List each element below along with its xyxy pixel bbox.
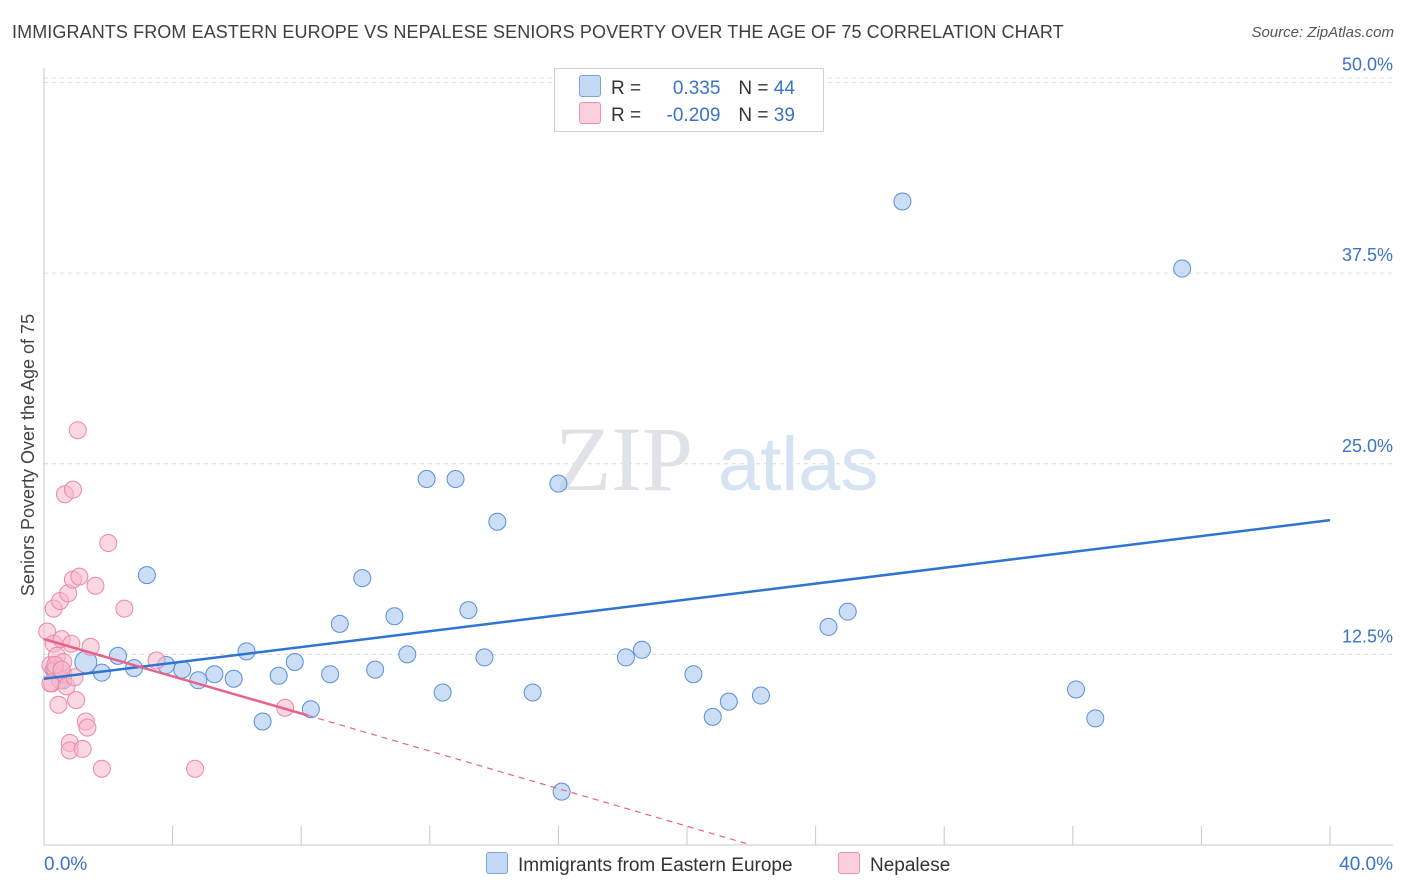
point-eastern-europe-25 (446, 470, 465, 488)
axes (43, 68, 1393, 846)
point-eastern-europe-10 (205, 665, 224, 684)
point-eastern-europe-16 (301, 700, 320, 719)
chart-title: IMMIGRANTS FROM EASTERN EUROPE VS NEPALE… (12, 22, 1064, 42)
legend-row-eastern-europe: R = 0.335 N = 44 (579, 75, 795, 99)
point-eastern-europe-17 (321, 665, 340, 684)
point-eastern-europe-36 (719, 692, 738, 711)
legend-r-value-1: 0.335 (672, 78, 721, 99)
point-eastern-europe-19 (353, 569, 372, 588)
point-eastern-europe-12 (237, 642, 256, 661)
legend-swatch-pink (579, 102, 601, 124)
point-eastern-europe-34 (684, 665, 703, 684)
point-eastern-europe-6 (137, 566, 156, 585)
point-eastern-europe-40 (893, 192, 912, 211)
point-eastern-europe-41 (1067, 680, 1086, 699)
trend-line-eastern-europe (43, 518, 1331, 681)
y-tick-label-3: 50.0% (1342, 55, 1393, 75)
point-nepalese-30 (92, 759, 111, 778)
point-eastern-europe-21 (385, 607, 404, 626)
correlation-legend: R = 0.335 N = 44 R = -0.209 N = 39 (554, 68, 824, 132)
point-eastern-europe-23 (417, 470, 436, 488)
point-eastern-europe-30 (549, 474, 568, 493)
legend-r-value-2: -0.209 (666, 105, 721, 126)
bottom-legend-label-1: Immigrants from Eastern Europe (518, 855, 793, 876)
bottom-legend-label-2: Nepalese (870, 855, 951, 876)
y-tick-label-1: 25.0% (1342, 436, 1393, 456)
legend-swatch-blue (579, 75, 601, 97)
point-eastern-europe-35 (703, 707, 722, 726)
point-eastern-europe-39 (838, 602, 857, 621)
point-nepalese-22 (67, 691, 86, 710)
source-credit: Source: ZipAtlas.com (1251, 24, 1394, 41)
trend-lines (43, 518, 1331, 846)
point-eastern-europe-37 (751, 686, 770, 705)
watermark-atlas: atlas (718, 422, 879, 507)
y-tick-label-2: 37.5% (1342, 245, 1393, 265)
point-nepalese-29 (86, 576, 105, 595)
point-nepalese-32 (115, 599, 134, 618)
point-eastern-europe-18 (330, 614, 349, 633)
legend-r-label: R = (611, 78, 642, 99)
point-eastern-europe-28 (488, 512, 507, 531)
point-nepalese-38 (52, 660, 71, 679)
trend-line-nepalese (43, 637, 308, 717)
point-eastern-europe-24 (433, 683, 452, 702)
gridlines (44, 77, 1393, 655)
series-nepalese-points (38, 421, 295, 778)
point-eastern-europe-29 (523, 683, 542, 702)
point-eastern-europe-38 (819, 617, 838, 636)
point-eastern-europe-11 (224, 669, 243, 688)
legend-r-label-2: R = (611, 105, 642, 126)
point-nepalese-24 (70, 567, 89, 586)
y-tick-labels: 12.5% 25.0% 37.5% 50.0% (1342, 55, 1393, 647)
bottom-legend-swatch-pink (838, 852, 860, 874)
legend-n-label: N = (738, 78, 769, 99)
point-eastern-europe-20 (366, 660, 385, 679)
point-eastern-europe-31 (552, 782, 571, 801)
point-eastern-europe-15 (285, 653, 304, 671)
point-eastern-europe-33 (632, 640, 651, 659)
point-eastern-europe-22 (398, 645, 417, 664)
bottom-legend-swatch-blue (486, 852, 508, 874)
legend-n-value-2: 39 (773, 105, 795, 126)
point-nepalese-34 (186, 759, 205, 778)
point-eastern-europe-32 (616, 648, 635, 667)
legend-n-value-1: 44 (773, 78, 795, 99)
bottom-legend-eastern-europe: Immigrants from Eastern Europe (486, 852, 793, 877)
point-nepalese-23 (68, 421, 87, 440)
point-eastern-europe-14 (269, 666, 288, 685)
point-eastern-europe-27 (475, 648, 494, 667)
bottom-legend-nepalese: Nepalese (838, 852, 950, 877)
point-eastern-europe-13 (253, 712, 272, 731)
watermark-zip: ZIP (555, 408, 693, 510)
legend-row-nepalese: R = -0.209 N = 39 (579, 102, 795, 126)
legend-n-label-2: N = (738, 105, 769, 126)
y-tick-label-0: 12.5% (1342, 626, 1393, 646)
point-nepalese-25 (73, 739, 92, 758)
point-nepalese-27 (78, 718, 97, 737)
y-axis-label: Seniors Poverty Over the Age of 75 (18, 314, 38, 596)
x-tick-label-min: 0.0% (44, 854, 87, 875)
point-nepalese-7 (49, 695, 68, 714)
point-nepalese-31 (99, 534, 118, 553)
point-eastern-europe-42 (1086, 709, 1105, 728)
trend-line-nepalese-extension (307, 714, 752, 846)
point-nepalese-20 (63, 480, 82, 499)
point-eastern-europe-43 (1173, 259, 1192, 278)
point-eastern-europe-26 (459, 601, 478, 620)
x-tick-label-max: 40.0% (1339, 854, 1393, 875)
